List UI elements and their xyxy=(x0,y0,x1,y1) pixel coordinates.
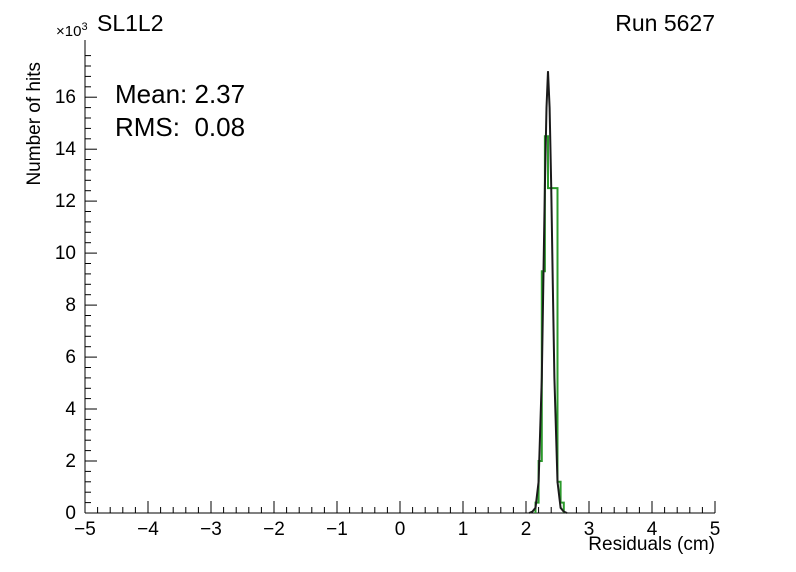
y-axis-multiplier-exponent: 3 xyxy=(81,21,88,33)
x-tick-label: −3 xyxy=(200,519,222,540)
y-tick-label: 4 xyxy=(65,399,76,420)
x-tick-label: 2 xyxy=(521,519,532,540)
x-tick-label: −4 xyxy=(137,519,159,540)
x-tick-label: 4 xyxy=(647,519,658,540)
stats-annotation: Mean: 2.37 RMS: 0.08 xyxy=(115,78,245,144)
y-tick-label: 6 xyxy=(65,347,76,368)
x-tick-label: −1 xyxy=(326,519,348,540)
x-tick-label: −5 xyxy=(74,519,96,540)
y-tick-label: 16 xyxy=(55,87,76,108)
x-tick-label: 1 xyxy=(458,519,469,540)
x-axis-title: Residuals (cm) xyxy=(588,534,715,555)
y-tick-label: 14 xyxy=(55,139,77,160)
run-number-label: Run 5627 xyxy=(615,10,715,36)
x-tick-label: 3 xyxy=(584,519,595,540)
x-tick-label: 0 xyxy=(395,519,406,540)
y-tick-label: 12 xyxy=(55,191,76,212)
stats-rms-line: RMS: 0.08 xyxy=(115,112,246,142)
stats-mean-line: Mean: 2.37 xyxy=(115,79,246,109)
y-tick-label: 10 xyxy=(55,243,76,264)
y-tick-label: 2 xyxy=(65,451,76,472)
residuals-peak-black xyxy=(528,71,568,514)
x-tick-label: 5 xyxy=(710,519,721,540)
y-tick-label: 8 xyxy=(65,295,76,316)
y-tick-label: 0 xyxy=(65,503,76,524)
y-axis-multiplier: ×103 xyxy=(56,20,88,39)
x-tick-label: −2 xyxy=(263,519,285,540)
y-axis-title: Number of hits xyxy=(24,62,45,186)
plot-title: SL1L2 xyxy=(97,10,164,36)
y-axis-multiplier-base: ×10 xyxy=(56,23,82,40)
